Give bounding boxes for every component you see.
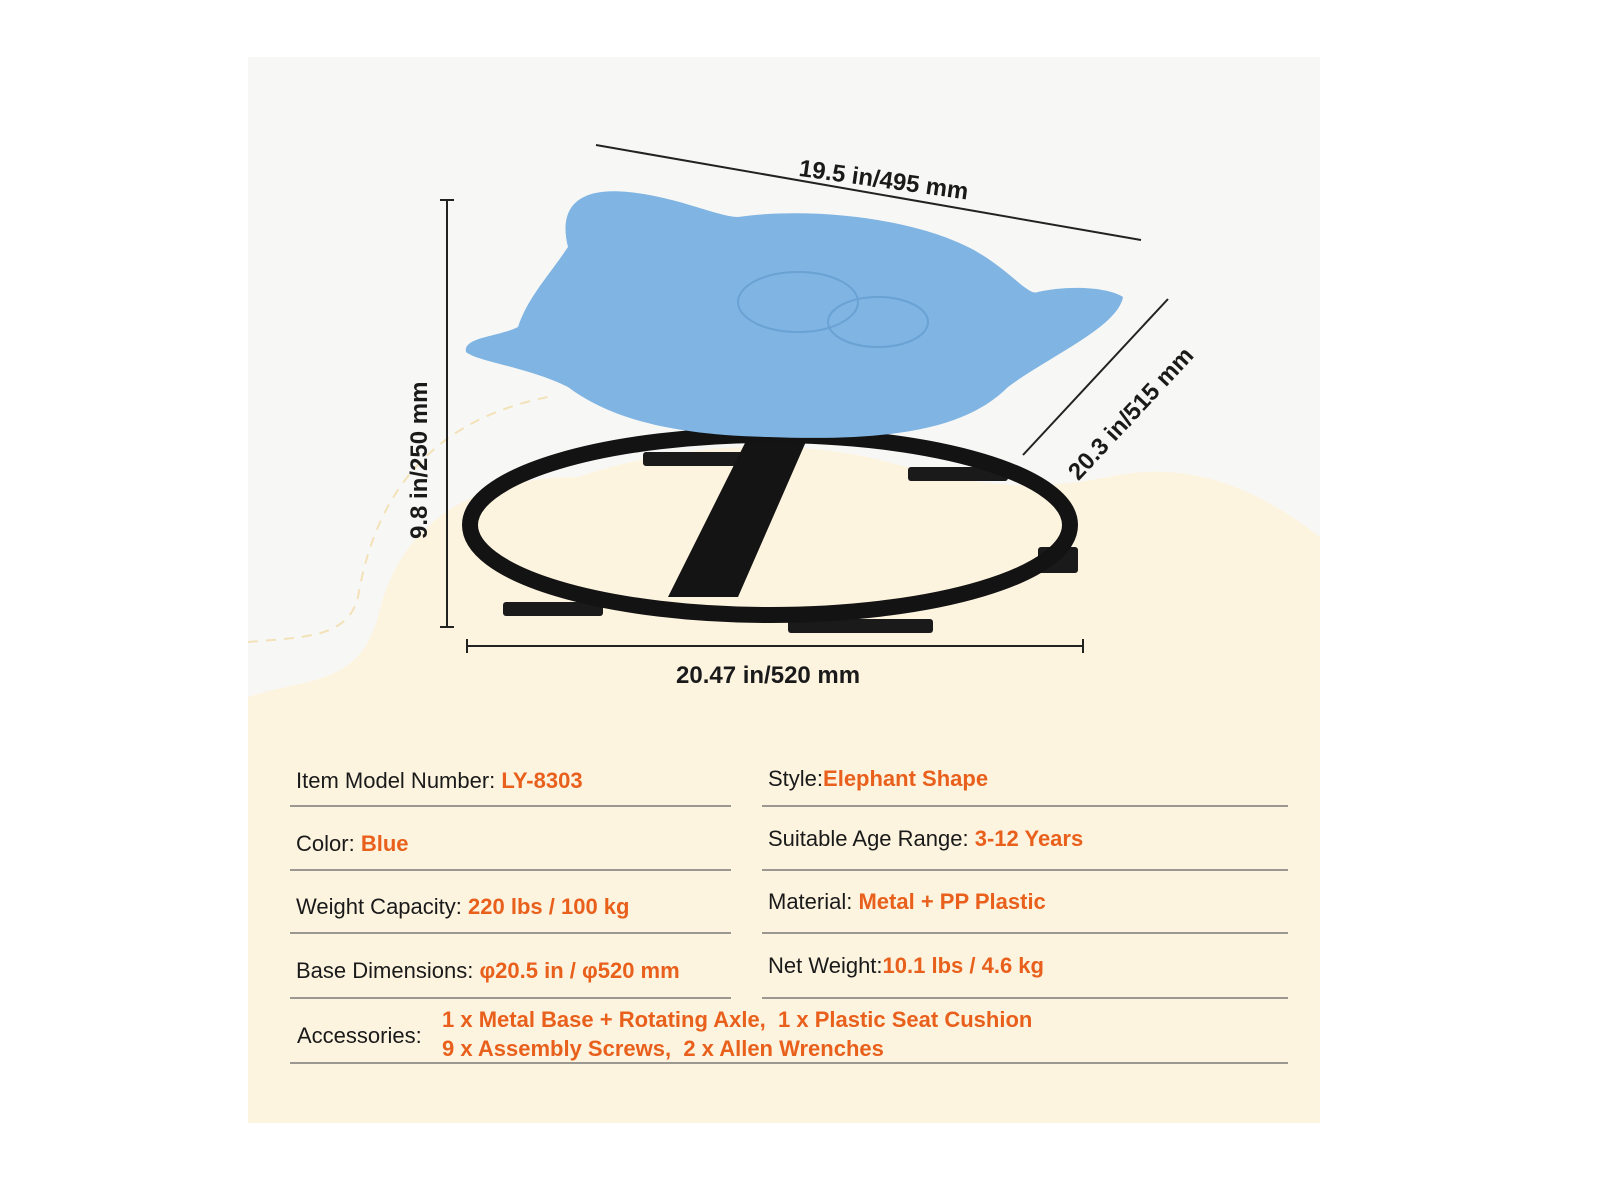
spec-color: Color: Blue [296, 831, 409, 856]
elephant-seat [465, 191, 1123, 438]
seat-emboss [737, 271, 859, 333]
spec-accessories-line1: 1 x Metal Base + Rotating Axle, 1 x Plas… [442, 1007, 1033, 1032]
spec-material: Material: Metal + PP Plastic [768, 889, 1046, 914]
spec-style: Style:Elephant Shape [768, 766, 989, 791]
dashed-curve [248, 396, 549, 643]
base-axle [668, 437, 808, 597]
product-illustration [248, 144, 1320, 1123]
base-foot [643, 452, 743, 466]
base-foot [908, 467, 1008, 481]
spec-weight-capacity: Weight Capacity: 220 lbs / 100 kg [296, 894, 630, 919]
spec-accessories-line2: 9 x Assembly Screws, 2 x Allen Wrenches [442, 1036, 884, 1061]
dim-line-top [595, 144, 1142, 241]
product-panel: 19.5 in/495 mm 20.3 in/515 mm 9.8 in/250… [248, 57, 1320, 1123]
dim-line-depth [1022, 298, 1169, 456]
spec-base-dimensions: Base Dimensions: φ20.5 in / φ520 mm [296, 958, 680, 983]
seat-emboss [827, 296, 929, 348]
dim-height: 9.8 in/250 mm [406, 381, 433, 539]
base-foot [788, 619, 933, 633]
base-foot [503, 602, 603, 616]
spec-model: Item Model Number: LY-8303 [296, 768, 583, 793]
spec-accessories-label: Accessories: [297, 1023, 422, 1048]
dim-base-width: 20.47 in/520 mm [676, 662, 861, 689]
spec-net-weight: Net Weight:10.1 lbs / 4.6 kg [768, 953, 1044, 978]
spec-age: Suitable Age Range: 3-12 Years [768, 826, 1084, 851]
